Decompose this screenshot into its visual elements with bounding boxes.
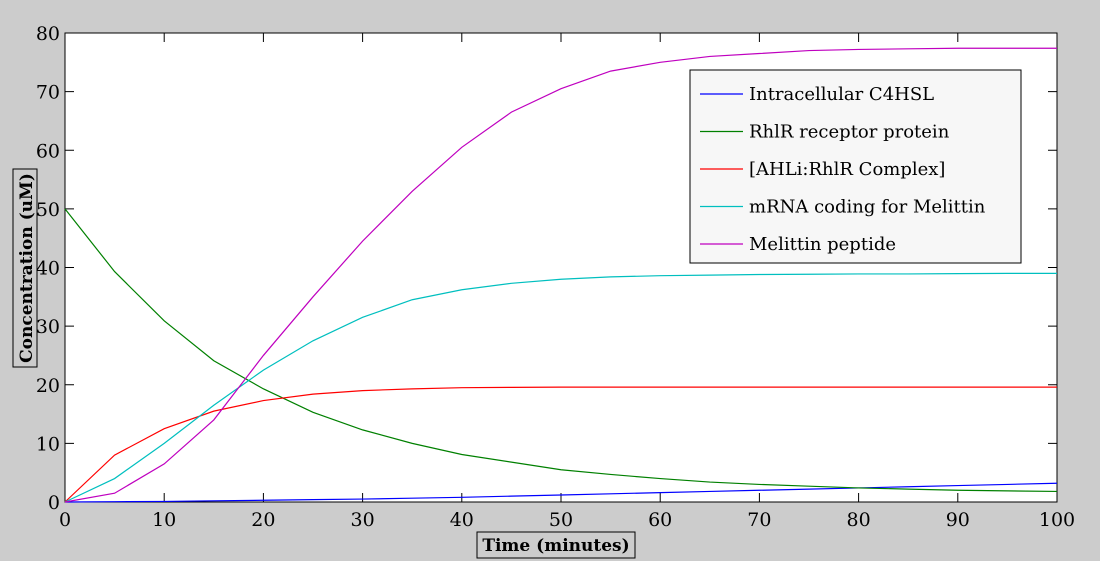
legend: Intracellular C4HSL RhlR receptor protein… <box>689 69 1022 264</box>
legend-entry: [AHLi:RhlR Complex] <box>749 159 945 180</box>
y-tick-label: 40 <box>36 258 60 280</box>
y-axis-title: Concentration (uM) <box>12 168 38 368</box>
y-tick-label: 80 <box>36 23 60 45</box>
x-tick-label: 40 <box>450 509 474 531</box>
y-tick-label: 20 <box>36 375 60 397</box>
y-tick-label: 10 <box>36 433 60 455</box>
x-tick-label: 80 <box>847 509 871 531</box>
x-tick-label: 30 <box>351 509 375 531</box>
x-tick-label: 0 <box>59 509 71 531</box>
x-tick-label: 70 <box>747 509 771 531</box>
legend-box <box>689 69 1022 264</box>
y-tick-label: 0 <box>48 492 60 514</box>
x-tick-label: 100 <box>1039 509 1075 531</box>
y-tick-label: 70 <box>36 82 60 104</box>
legend-entry: mRNA coding for Melittin <box>749 197 986 218</box>
x-axis-label: Time (minutes) <box>482 536 629 556</box>
series-line-4 <box>64 272 1057 503</box>
legend-entry: Intracellular C4HSL <box>749 84 934 105</box>
x-tick-label: 90 <box>946 509 970 531</box>
y-axis-label: Concentration (uM) <box>17 173 37 363</box>
series-line-5 <box>64 47 1057 503</box>
x-tick-label: 20 <box>251 509 275 531</box>
y-tick-label: 50 <box>36 199 60 221</box>
y-tick-label: 60 <box>36 140 60 162</box>
series-line-1 <box>64 482 1058 503</box>
legend-entry: RhlR receptor protein <box>749 122 950 143</box>
series-line-3 <box>64 386 1057 503</box>
x-tick-label: 50 <box>549 509 573 531</box>
x-tick-label: 10 <box>152 509 176 531</box>
x-tick-label: 60 <box>648 509 672 531</box>
x-axis-title: Time (minutes) <box>476 531 636 559</box>
y-tick-label: 30 <box>36 316 60 338</box>
legend-entry: Melittin peptide <box>749 234 896 255</box>
series-line-2 <box>64 208 1058 493</box>
